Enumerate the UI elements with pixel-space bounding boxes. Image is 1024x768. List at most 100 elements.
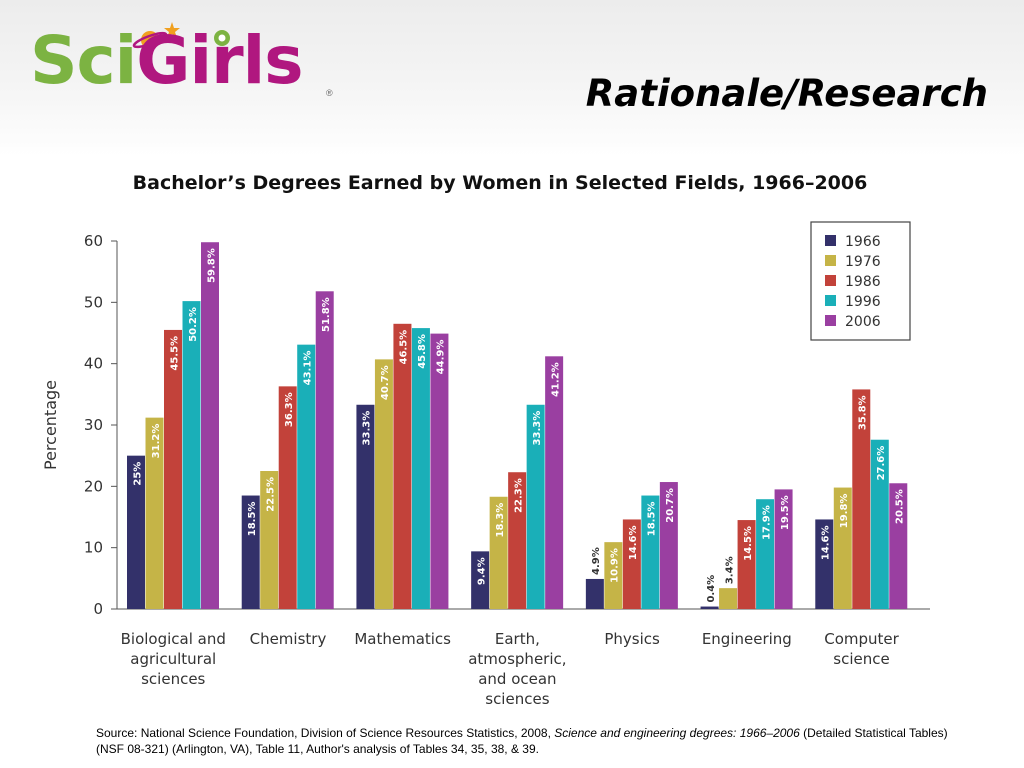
x-category-label: science [833,650,889,668]
registered-mark: ® [326,88,333,98]
chart-title: Bachelor’s Degrees Earned by Women in Se… [132,172,868,194]
planet-star-icon [125,22,230,49]
logo-wordmark: SciGirls [30,28,304,94]
bar-2006 [774,489,793,609]
bar-value-label: 59.8% [206,248,217,283]
legend-label: 1986 [845,274,881,290]
bar-value-label: 9.4% [476,557,487,585]
bar-value-label: 35.8% [858,395,869,430]
bar-value-label: 14.6% [628,525,639,560]
y-tick-label: 60 [84,232,103,250]
bar-value-label: 36.3% [284,392,295,427]
bar-value-label: 0.4% [706,575,717,603]
bar-value-label: 51.8% [321,297,332,332]
bar-value-label: 43.1% [302,351,313,386]
bar-chart: 0 10 20 30 40 50 60 Percentage 25% 31.2% 45.5% 50.2… [41,221,930,708]
bar-value-label: 27.6% [876,446,887,481]
bar-value-label: 18.5% [247,502,258,537]
bar-1986 [852,389,871,609]
x-category-label: Earth, [495,630,540,648]
legend-swatch-1966 [825,235,836,246]
bar-1966 [356,404,375,609]
bar-1966 [585,578,604,609]
bar-2006 [889,483,908,609]
page-title: Rationale/Research [585,72,988,115]
x-category-label: sciences [485,690,549,708]
bar-1986 [278,386,297,609]
x-category-label: sciences [141,670,205,688]
y-tick-label: 30 [84,416,103,434]
x-category-label: agricultural [130,650,216,668]
bar-1986 [164,329,182,609]
source-title: Science and engineering degrees: 1966–20… [554,726,800,740]
y-tick-label: 20 [84,477,103,495]
bar-1966 [700,606,719,609]
bar-value-label: 33.3% [362,411,373,446]
x-category-label: Physics [604,630,660,648]
bar-value-label: 41.2% [550,362,561,397]
source-suffix: (Detailed Statistical Tables) (NSF 08-32… [96,726,948,756]
bar-value-label: 25% [132,462,143,486]
x-category-label: Computer [824,630,899,648]
x-category-label: Engineering [702,630,792,648]
bar-value-label: 46.5% [399,330,410,365]
bar-2006 [315,291,334,609]
bar-value-label: 18.3% [495,503,506,538]
bar-1986 [393,323,412,609]
bar-value-label: 3.4% [724,556,735,584]
bar-1996 [756,499,775,609]
x-category-label: Mathematics [354,630,451,648]
bar-1996 [182,301,201,609]
bar-value-label: 44.9% [436,340,447,375]
bar-1966 [241,495,260,609]
y-tick-label: 50 [84,293,103,311]
bar-value-label: 18.5% [647,502,658,537]
bar-value-label: 20.5% [895,489,906,524]
bar-value-label: 45.8% [417,334,428,369]
bar-value-label: 31.2% [151,424,162,459]
bar-1976 [260,471,279,609]
bar-2006 [201,242,219,609]
bar-value-label: 19.5% [780,495,791,530]
logo-sci: Sci [30,22,137,99]
bar-value-label: 33.3% [532,411,543,446]
bar-value-label: 22.3% [513,478,524,513]
scigirls-logo: SciGirls ® [30,22,340,122]
bar-1976 [374,359,393,609]
bar-1986 [737,520,756,609]
bar-1966 [815,519,834,609]
bar-1996 [870,439,889,609]
x-category-label: Chemistry [250,630,327,648]
bar-value-label: 40.7% [380,365,391,400]
bar-1996 [641,495,660,609]
bar-2006 [430,333,449,609]
bar-1966 [127,455,145,609]
legend-label: 1976 [845,254,881,270]
bar-1996 [526,404,545,609]
bar-1966 [471,551,490,609]
bar-1976 [833,487,852,609]
bar-value-label: 22.5% [265,477,276,512]
bar-1976 [145,417,164,609]
legend-label: 2006 [845,314,881,330]
x-category-label: atmospheric, [468,650,566,668]
bar-value-label: 14.6% [821,525,832,560]
bar-1996 [411,328,430,609]
bar-value-label: 17.9% [761,505,772,540]
legend-swatch-1996 [825,295,836,306]
y-axis-label: Percentage [41,380,60,470]
legend-swatch-1976 [825,255,836,266]
bar-1986 [622,519,641,609]
bar-1986 [508,472,527,609]
legend-swatch-1986 [825,275,836,286]
source-prefix: Source: National Science Foundation, Div… [96,726,555,740]
bar-2006 [659,482,678,609]
bar-2006 [545,356,564,609]
bar-value-label: 45.5% [169,336,180,371]
bar-1976 [489,496,508,609]
bar-value-label: 10.9% [610,548,621,583]
bar-value-label: 4.9% [591,547,602,575]
bar-value-label: 20.7% [665,488,676,523]
bar-1976 [719,588,738,609]
legend-label: 1996 [845,294,881,310]
